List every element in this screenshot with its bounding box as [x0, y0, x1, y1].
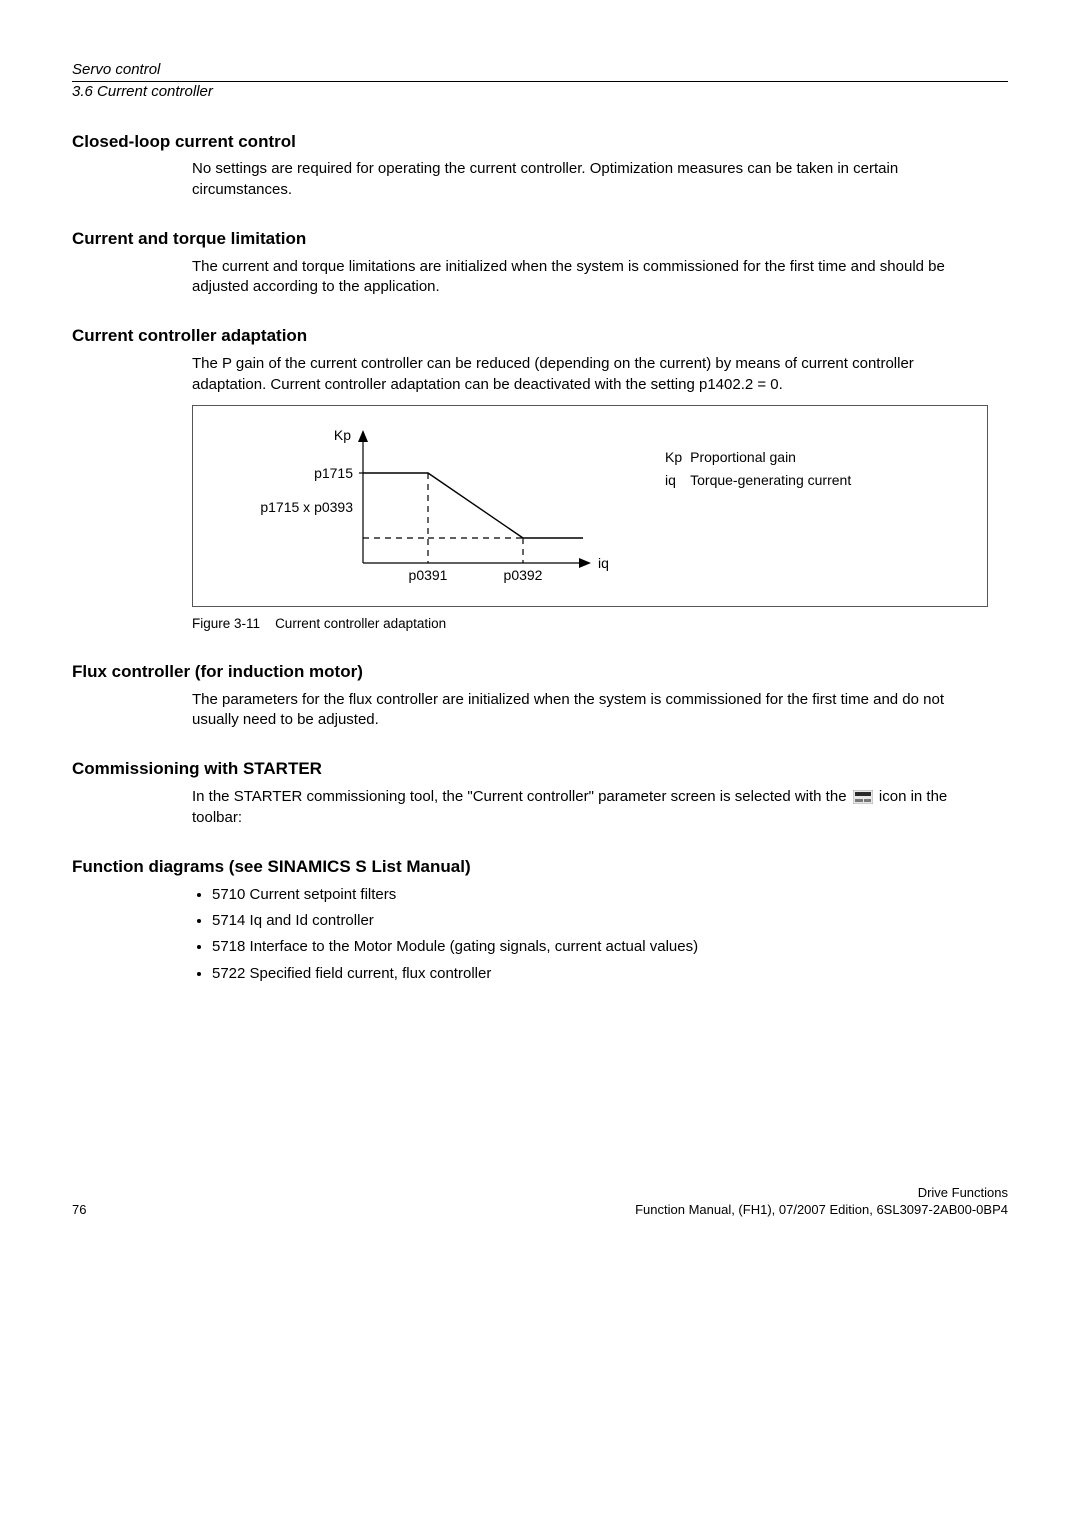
fig-x-axis: iq [598, 555, 609, 571]
legend-desc-0: Proportional gain [690, 448, 857, 469]
heading-flux: Flux controller (for induction motor) [72, 661, 1008, 684]
list-item: 5714 Iq and Id controller [212, 911, 988, 931]
footer-right-2: Function Manual, (FH1), 07/2007 Edition,… [635, 1201, 1008, 1219]
para-adaptation: The P gain of the current controller can… [192, 354, 988, 395]
figure-caption-label: Figure 3-11 [192, 616, 260, 631]
legend-sym-1: iq [665, 471, 688, 492]
heading-adaptation: Current controller adaptation [72, 325, 1008, 348]
header-line1: Servo control [72, 60, 1008, 80]
para-current-torque: The current and torque limitations are i… [192, 257, 988, 298]
heading-closed-loop: Closed-loop current control [72, 131, 1008, 154]
heading-current-torque: Current and torque limitation [72, 228, 1008, 251]
heading-starter: Commissioning with STARTER [72, 758, 1008, 781]
footer-right-1: Drive Functions [635, 1184, 1008, 1202]
toolbar-icon [853, 790, 873, 804]
header-line2: 3.6 Current controller [72, 82, 1008, 102]
bullet-list: 5710 Current setpoint filters 5714 Iq an… [212, 885, 988, 984]
fig-x-tick1: p0391 [409, 567, 448, 583]
starter-text-before: In the STARTER commissioning tool, the "… [192, 788, 851, 805]
para-closed-loop: No settings are required for operating t… [192, 159, 988, 200]
legend-desc-1: Torque-generating current [690, 471, 857, 492]
fig-y-label1: p1715 [314, 465, 353, 481]
legend-sym-0: Kp [665, 448, 688, 469]
page-number: 76 [72, 1201, 86, 1219]
list-item: 5710 Current setpoint filters [212, 885, 988, 905]
fig-y-top: Kp [334, 427, 351, 443]
figure-legend: Kp Proportional gain iq Torque-generatin… [663, 446, 859, 494]
list-item: 5722 Specified field current, flux contr… [212, 964, 988, 984]
figure-caption: Figure 3-11 Current controller adaptatio… [192, 615, 1008, 633]
page-footer: 76 Drive Functions Function Manual, (FH1… [72, 1184, 1008, 1219]
figure-svg: Kp p1715 p1715 x p0393 p0391 p0392 iq [213, 418, 633, 588]
fig-y-label2: p1715 x p0393 [260, 499, 353, 515]
heading-func-diagrams: Function diagrams (see SINAMICS S List M… [72, 856, 1008, 879]
para-flux: The parameters for the flux controller a… [192, 690, 988, 731]
fig-x-tick2: p0392 [504, 567, 543, 583]
page-header: Servo control 3.6 Current controller [72, 60, 1008, 103]
para-starter: In the STARTER commissioning tool, the "… [192, 787, 988, 828]
figure-caption-text: Current controller adaptation [275, 616, 446, 631]
figure-box: Kp p1715 p1715 x p0393 p0391 p0392 iq Kp… [192, 405, 988, 607]
list-item: 5718 Interface to the Motor Module (gati… [212, 937, 988, 957]
